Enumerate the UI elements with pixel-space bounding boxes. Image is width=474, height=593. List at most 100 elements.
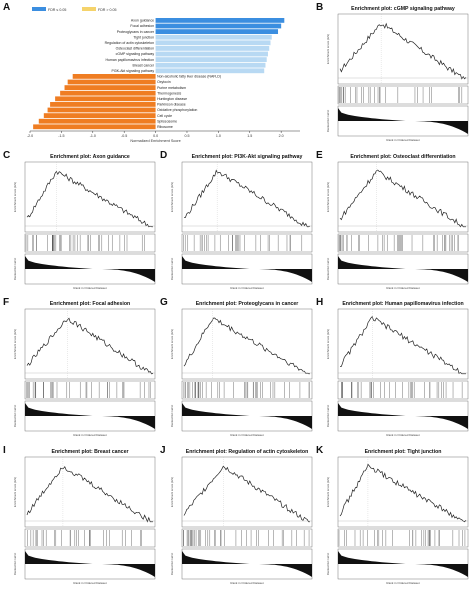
- enrichment-plot-title: Enrichment plot: Regulation of actin cyt…: [186, 449, 309, 455]
- panel-letter-d: D: [160, 150, 168, 161]
- enrichment-plot: Enrichment plot: Osteoclast differentiat…: [326, 154, 469, 290]
- x-tick-label: -0.5: [121, 134, 127, 138]
- es-plot-frame: [181, 161, 313, 233]
- metric-axis-label: Ranked list metric: [13, 552, 17, 575]
- rank-axis-label: Rank in Ordered Dataset: [386, 138, 419, 142]
- x-tick-label: 1.5: [247, 134, 252, 138]
- rank-axis-label: Rank in Ordered Dataset: [73, 581, 106, 585]
- bar-category-label: Regulation of actin cytoskeleton: [105, 41, 154, 45]
- panel-letter-j: J: [160, 445, 166, 456]
- ranked-metric-area: [338, 108, 468, 134]
- enrichment-plot: Enrichment plot: Axon guidance Enrichment…: [13, 154, 156, 290]
- x-tick-label: -1.0: [90, 134, 96, 138]
- es-curve: [339, 463, 467, 523]
- es-plot-frame: [337, 161, 469, 233]
- nes-bar: [155, 46, 270, 51]
- es-axis-label: Enrichment score (ES): [170, 329, 174, 359]
- x-tick-label: 2.0: [279, 134, 284, 138]
- es-curve: [339, 169, 466, 228]
- enrichment-plot: Enrichment plot: Tight junction Enrichmen…: [326, 449, 469, 585]
- bar-category-label: Thermogenesis: [157, 91, 181, 95]
- panel-letter-k: K: [316, 445, 324, 456]
- es-curve: [183, 317, 310, 375]
- enrichment-plot-title: Enrichment plot: PI3K-Akt signaling path…: [192, 154, 303, 160]
- ranked-metric-area: [338, 256, 468, 282]
- panel-letter-e: E: [316, 150, 323, 161]
- x-tick-label: 0.0: [153, 134, 158, 138]
- ranked-metric-area: [182, 551, 312, 577]
- legend-label: FDR > 0.05: [98, 8, 116, 12]
- hits-frame: [181, 380, 313, 400]
- rank-axis-label: Rank in Ordered Dataset: [230, 286, 263, 290]
- nes-bar: [155, 34, 272, 40]
- rank-axis-label: Rank in Ordered Dataset: [230, 581, 263, 585]
- bar-category-label: cGMP signaling pathway: [116, 52, 155, 56]
- metric-axis-label: Ranked list metric: [326, 109, 330, 132]
- bar-category-label: Cell cycle: [157, 114, 172, 118]
- nes-bar: [64, 85, 156, 90]
- panel-letter-c: C: [3, 150, 11, 161]
- enrichment-plot: Enrichment plot: Breast cancer Enrichment…: [13, 449, 156, 585]
- es-plot-frame: [337, 308, 469, 380]
- enrichment-plot: Enrichment plot: Focal adhesion Enrichmen…: [13, 301, 156, 437]
- es-curve: [183, 465, 310, 523]
- es-plot-frame: [24, 161, 156, 233]
- es-plot-frame: [181, 456, 313, 528]
- bar-category-label: Spliceosome: [157, 119, 177, 123]
- bar-category-label: Proteoglycans in cancer: [117, 30, 155, 34]
- es-curve: [339, 315, 466, 375]
- nes-bar: [67, 79, 156, 85]
- enrichment-plot: Enrichment plot: cGMP signaling pathway E…: [326, 6, 469, 142]
- x-tick-label: 0.5: [184, 134, 189, 138]
- x-tick-label: -2.0: [27, 134, 33, 138]
- rank-axis-label: Rank in Ordered Dataset: [230, 433, 263, 437]
- x-tick-label: 1.0: [216, 134, 221, 138]
- rank-axis-label: Rank in Ordered Dataset: [386, 286, 419, 290]
- es-curve: [183, 169, 311, 228]
- nes-bar: [72, 74, 156, 79]
- hits-frame: [181, 528, 313, 548]
- rank-axis-label: Rank in Ordered Dataset: [386, 581, 419, 585]
- rank-axis-label: Rank in Ordered Dataset: [73, 286, 106, 290]
- es-curve: [26, 317, 154, 375]
- es-axis-label: Enrichment score (ES): [13, 182, 17, 212]
- nes-bar: [55, 96, 156, 102]
- panel-letter-g: G: [160, 297, 168, 308]
- bar-category-label: PI3K-Akt signaling pathway: [111, 69, 154, 73]
- metric-axis-label: Ranked list metric: [170, 404, 174, 427]
- hits-frame: [337, 233, 469, 253]
- panel-letter-h: H: [316, 297, 324, 308]
- es-axis-label: Enrichment score (ES): [170, 477, 174, 507]
- metric-axis-label: Ranked list metric: [170, 552, 174, 575]
- legend-swatch: [32, 7, 46, 11]
- nes-bar: [155, 18, 285, 23]
- nes-bar: [47, 107, 156, 113]
- nes-bar: [155, 57, 267, 62]
- es-plot-frame: [181, 308, 313, 380]
- es-axis-label: Enrichment score (ES): [326, 34, 330, 64]
- hits-frame: [337, 528, 469, 548]
- enrichment-plot-title: Enrichment plot: Osteoclast differentiat…: [350, 154, 455, 160]
- hits-frame: [337, 85, 469, 105]
- metric-axis-label: Ranked list metric: [13, 404, 17, 427]
- hits-frame: [24, 380, 156, 400]
- bar-category-label: Ribosome: [157, 125, 173, 129]
- bar-category-label: Osteoclast differentiation: [116, 47, 155, 51]
- enrichment-plot-title: Enrichment plot: cGMP signaling pathway: [351, 6, 455, 12]
- es-curve: [339, 22, 467, 80]
- hits-frame: [24, 528, 156, 548]
- enrichment-plot-title: Enrichment plot: Tight junction: [365, 449, 442, 455]
- ranked-metric-area: [338, 551, 468, 577]
- enrichment-plot-title: Enrichment plot: Focal adhesion: [50, 301, 130, 307]
- bar-category-label: Oxytocin: [157, 80, 171, 84]
- enrichment-plot: Enrichment plot: PI3K-Akt signaling path…: [170, 154, 313, 290]
- panel-letter-b: B: [316, 2, 324, 13]
- hits-frame: [337, 380, 469, 400]
- nes-bar: [155, 62, 266, 68]
- es-plot-frame: [24, 456, 156, 528]
- x-tick-label: -1.5: [58, 134, 64, 138]
- enrichment-plot-title: Enrichment plot: Breast cancer: [52, 449, 129, 455]
- rank-axis-label: Rank in Ordered Dataset: [73, 433, 106, 437]
- legend-label: FDR ≤ 0.05: [48, 8, 66, 12]
